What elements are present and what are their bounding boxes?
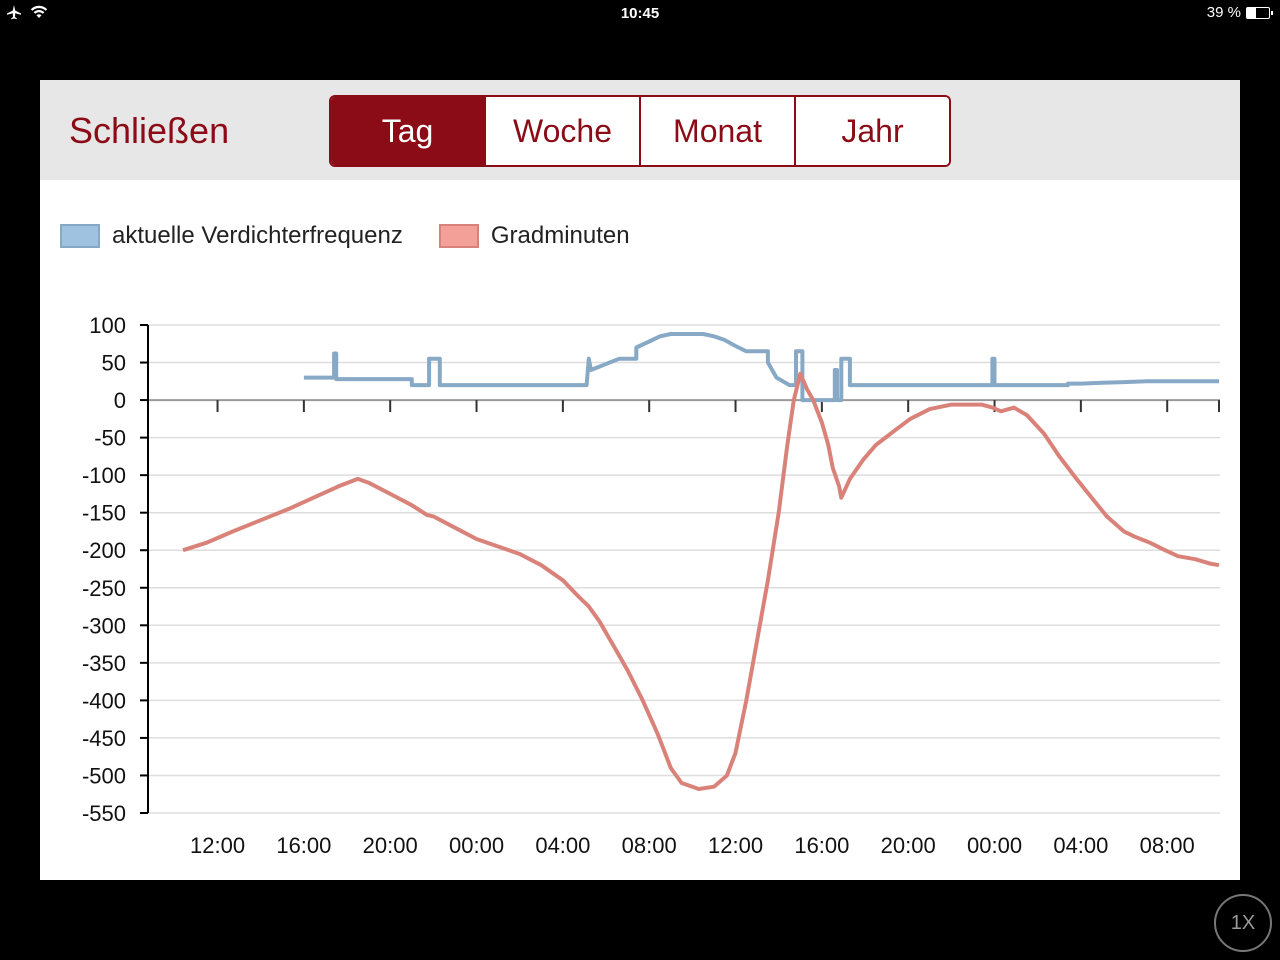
chart-panel: Schließen Tag Woche Monat Jahr aktuelle … [40,80,1240,880]
y-tick-label: -150 [82,501,126,526]
battery-icon [1246,6,1273,19]
x-tick-label: 16:00 [794,833,849,858]
x-tick-label: 04:00 [535,833,590,858]
x-tick-label: 08:00 [622,833,677,858]
x-tick-label: 00:00 [449,833,504,858]
y-tick-label: -450 [82,726,126,751]
tab-year[interactable]: Jahr [794,97,949,165]
status-time: 10:45 [620,5,660,22]
x-tick-label: 12:00 [190,833,245,858]
y-tick-label: -200 [82,538,126,563]
x-tick-label: 00:00 [967,833,1022,858]
series-line-gradminuten [182,371,1220,791]
tab-month[interactable]: Monat [639,97,794,165]
y-tick-label: -350 [82,651,126,676]
y-tick-label: -550 [82,801,126,826]
legend-item-frequency[interactable]: aktuelle Verdichterfrequenz [60,222,403,250]
y-tick-label: -250 [82,576,126,601]
wifi-icon [30,5,48,23]
y-tick-label: -50 [94,426,126,451]
battery-percent: 39 % [1206,4,1241,21]
legend-swatch-frequency [60,224,100,248]
y-tick-label: -300 [82,613,126,638]
y-tick-label: -400 [82,688,126,713]
line-chart: 100 50 0 -50 -100 -150 -200 -250 -300 -350 -400 -45… [82,313,1220,858]
x-tick-label: 20:00 [881,833,936,858]
period-segmented-control: Tag Woche Monat Jahr [329,95,951,167]
toolbar: Schließen Tag Woche Monat Jahr [40,80,1240,180]
y-tick-label: -100 [82,463,126,488]
x-tick-label: 04:00 [1053,833,1108,858]
legend-swatch-gradminuten [438,224,479,248]
chart-legend: aktuelle Verdichterfrequenz Gradminuten [60,222,666,250]
zoom-button[interactable]: 1X [1214,894,1272,952]
tab-week[interactable]: Woche [484,97,639,165]
tab-day[interactable]: Tag [331,97,484,165]
status-right: 39 % [1206,4,1273,21]
y-tick-label: -500 [82,763,126,788]
x-tick-label: 12:00 [708,833,763,858]
y-tick-label: 0 [114,388,126,413]
airplane-icon [6,4,22,24]
status-left [6,4,48,24]
y-tick-label: 100 [89,313,126,338]
legend-label-gradminuten: Gradminuten [490,222,630,249]
close-button[interactable]: Schließen [69,110,230,151]
series-line-frequency [303,332,1219,403]
x-tick-label: 20:00 [363,833,418,858]
y-tick-label: 50 [102,351,126,376]
legend-item-gradminuten[interactable]: Gradminuten [438,222,630,250]
x-tick-label: 16:00 [276,833,331,858]
legend-label-frequency: aktuelle Verdichterfrequenz [112,222,403,249]
status-bar: 10:45 39 % [0,0,1280,28]
x-tick-label: 08:00 [1140,833,1195,858]
